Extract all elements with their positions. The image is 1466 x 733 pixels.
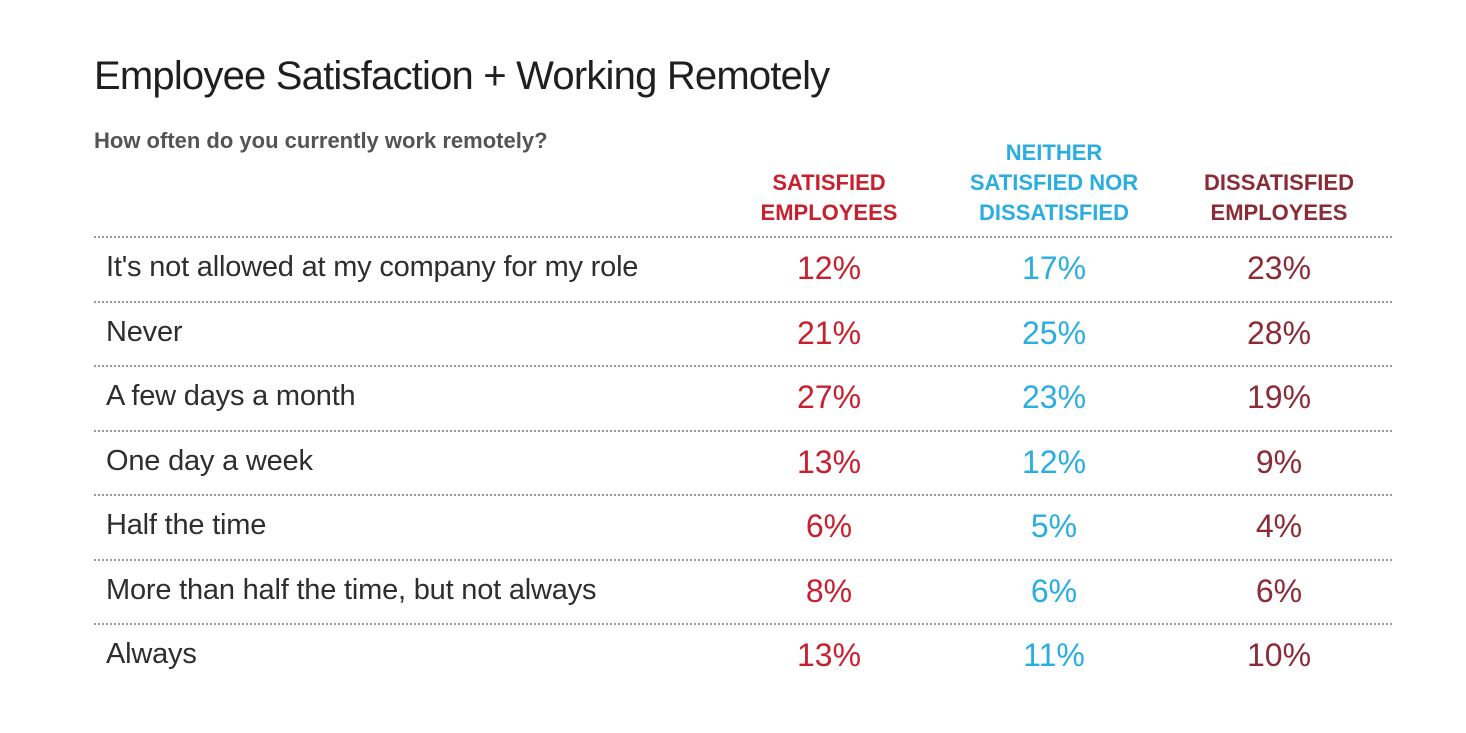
table-cell: 6% xyxy=(805,508,853,544)
table-cell: 27% xyxy=(796,379,862,415)
row-divider xyxy=(94,623,1392,625)
table-cell: 19% xyxy=(1246,379,1312,415)
table-cell: 23% xyxy=(1021,379,1087,415)
table-cell: 11% xyxy=(1023,637,1085,673)
table-cell: 13% xyxy=(796,443,862,480)
row-label: Always xyxy=(106,638,197,670)
row-divider xyxy=(94,365,1392,367)
row-label: It's not allowed at my company for my ro… xyxy=(106,251,639,283)
table-cell: 4% xyxy=(1255,508,1303,544)
table-cell: 25% xyxy=(1021,314,1087,351)
chart-title: Employee Satisfaction + Working Remotely xyxy=(94,54,830,98)
table-cell: 6% xyxy=(1030,572,1078,609)
table-cell: 8% xyxy=(805,572,853,609)
row-divider xyxy=(94,300,1392,303)
table-cell: 23% xyxy=(1246,250,1312,286)
row-label: More than half the time, but not always xyxy=(106,573,597,606)
column-header-2: NEITHER SATISFIED NOR DISSATISFIED xyxy=(969,140,1139,225)
row-label: One day a week xyxy=(106,444,313,477)
table-cell: 9% xyxy=(1255,443,1303,480)
row-divider xyxy=(94,494,1392,496)
table-cell: 12% xyxy=(796,250,862,286)
row-divider xyxy=(94,236,1392,238)
column-header-1: SATISFIED EMPLOYEES xyxy=(760,170,898,225)
row-divider xyxy=(94,558,1392,561)
chart-subtitle: How often do you currently work remotely… xyxy=(94,128,548,153)
table-cell: 13% xyxy=(796,637,862,673)
row-label: Never xyxy=(106,315,183,348)
table-cell: 6% xyxy=(1255,572,1303,609)
table-cell: 17% xyxy=(1021,250,1087,286)
column-header-3: DISSATISFIED EMPLOYEES xyxy=(1204,170,1354,225)
table-cell: 28% xyxy=(1246,314,1312,351)
table-cell: 12% xyxy=(1021,443,1087,480)
row-label: A few days a month xyxy=(106,380,356,412)
table-cell: 5% xyxy=(1030,508,1078,544)
row-divider xyxy=(94,429,1392,432)
row-label: Half the time xyxy=(106,509,267,541)
table-cell: 10% xyxy=(1246,637,1312,673)
table-cell: 21% xyxy=(796,314,862,351)
